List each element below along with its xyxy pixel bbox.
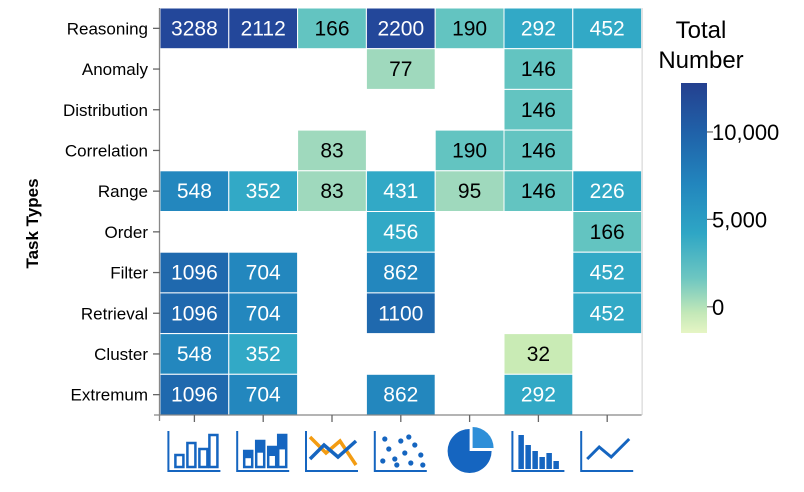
heatmap-cell [503, 373, 574, 416]
colorbar-tick-label: 5,000 [712, 207, 767, 232]
heatmap-cell [434, 129, 505, 172]
heatmap-cell [434, 7, 505, 50]
cell-value-label: 77 [389, 58, 412, 81]
bar-chart-icon [167, 431, 221, 472]
colorbar-tick-label: 10,000 [712, 120, 779, 145]
cell-value-label: 431 [383, 180, 418, 203]
y-tick-label: Filter [110, 264, 148, 283]
cell-value-label: 32 [527, 343, 550, 366]
cell-value-label: 95 [458, 180, 481, 203]
cell-value-label: 548 [177, 343, 212, 366]
y-axis-title: Task Types [23, 178, 42, 268]
cell-value-label: 3288 [171, 17, 218, 40]
heatmap-cell [503, 88, 574, 131]
colorbar [681, 83, 707, 333]
heatmap-cell [159, 292, 230, 335]
y-tick-label: Correlation [65, 141, 148, 160]
cell-value-label: 704 [246, 262, 281, 285]
heatmap-cell [297, 129, 367, 172]
cell-value-label: 2200 [377, 17, 424, 40]
cell-value-label: 146 [521, 139, 556, 162]
heatmap-cell [159, 7, 230, 50]
stacked-bar-chart-icon [236, 431, 290, 472]
y-tick-label: Reasoning [67, 19, 148, 38]
heatmap-cell [434, 170, 505, 213]
cell-value-label: 704 [246, 302, 281, 325]
pie-chart-icon [447, 427, 494, 473]
cell-value-label: 862 [383, 384, 418, 407]
y-tick-label: Order [105, 223, 149, 242]
heatmap-cell [365, 292, 436, 335]
multi-line-chart-icon [305, 431, 358, 472]
heatmap-cell [365, 211, 436, 253]
y-tick-label: Anomaly [82, 60, 149, 79]
heatmap-cell [572, 7, 643, 50]
cell-value-label: 292 [521, 17, 556, 40]
cell-value-label: 166 [314, 17, 349, 40]
cell-value-label: 1096 [171, 384, 218, 407]
cell-value-label: 190 [452, 139, 487, 162]
cell-value-label: 352 [246, 343, 281, 366]
scatter-plot-icon [373, 431, 427, 472]
heatmap-cell [503, 7, 574, 50]
cell-value-label: 548 [177, 180, 212, 203]
heatmap-cell [159, 170, 230, 213]
heatmap-cell [228, 7, 299, 50]
heatmap-cell [159, 251, 230, 294]
cell-value-label: 83 [320, 139, 343, 162]
heatmap-cell [228, 292, 299, 335]
heatmap-cell [159, 333, 230, 375]
heatmap-cell [503, 170, 574, 213]
histogram-icon [511, 431, 565, 472]
cell-value-label: 166 [590, 221, 625, 244]
cell-value-label: 1100 [378, 302, 423, 325]
heatmap-cell [503, 333, 574, 375]
cell-value-label: 862 [383, 262, 418, 285]
cell-value-label: 452 [590, 17, 625, 40]
cell-value-label: 83 [320, 180, 343, 203]
heatmap-cell [228, 251, 299, 294]
cell-value-label: 226 [590, 180, 625, 203]
heatmap-cell [297, 7, 367, 50]
y-tick-label: Retrieval [81, 304, 148, 323]
cell-value-label: 1096 [171, 302, 218, 325]
heatmap-cell [572, 170, 643, 213]
heatmap-cell [365, 170, 436, 213]
y-tick-label: Range [98, 182, 148, 201]
cell-value-label: 352 [246, 180, 281, 203]
cell-value-label: 1096 [171, 262, 218, 285]
cell-value-label: 146 [521, 99, 556, 122]
heatmap-cell [572, 211, 643, 253]
cell-value-label: 452 [590, 302, 625, 325]
cell-value-label: 704 [246, 384, 281, 407]
heatmap-cell [365, 48, 436, 90]
cell-value-label: 456 [383, 221, 418, 244]
legend-title-line: Total [676, 17, 727, 44]
cell-value-label: 190 [452, 17, 487, 40]
y-tick-label: Cluster [94, 345, 148, 364]
heatmap-cell [297, 170, 367, 213]
line-chart-icon [580, 431, 634, 472]
cell-value-label: 146 [521, 58, 556, 81]
heatmap-cell [365, 373, 436, 416]
legend-title-line: Number [658, 47, 743, 74]
cell-value-label: 452 [590, 262, 625, 285]
y-tick-label: Distribution [63, 101, 148, 120]
colorbar-tick-label: 0 [712, 295, 724, 320]
cell-value-label: 292 [521, 384, 556, 407]
cell-value-label: 2112 [241, 17, 286, 40]
cell-value-label: 146 [521, 180, 556, 203]
y-tick-label: Extremum [71, 386, 148, 405]
